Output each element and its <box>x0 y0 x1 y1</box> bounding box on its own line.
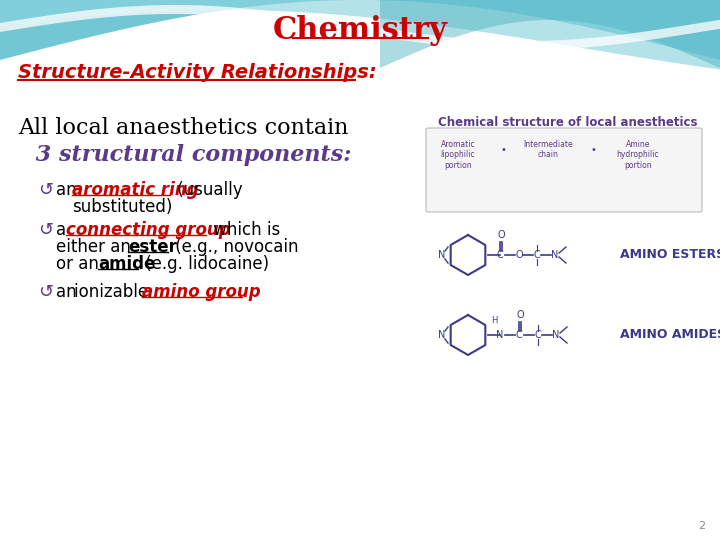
Polygon shape <box>0 0 720 60</box>
Text: ionizable: ionizable <box>74 283 153 301</box>
Text: N: N <box>552 330 559 340</box>
Text: N: N <box>552 250 559 260</box>
Text: AMINO AMIDES: AMINO AMIDES <box>620 328 720 341</box>
Polygon shape <box>0 0 720 70</box>
Text: ↺: ↺ <box>38 221 53 239</box>
Text: N: N <box>438 330 445 340</box>
Text: C: C <box>516 330 523 340</box>
Text: which is: which is <box>208 221 280 239</box>
Text: an: an <box>56 283 82 301</box>
Text: (usually: (usually <box>172 181 243 199</box>
Text: (e.g. lidocaine): (e.g. lidocaine) <box>140 255 269 273</box>
Text: either an: either an <box>56 238 136 256</box>
Text: 2: 2 <box>698 521 706 531</box>
Text: O: O <box>516 310 524 320</box>
Text: N: N <box>496 330 504 340</box>
Text: Chemistry: Chemistry <box>273 15 447 45</box>
Text: a: a <box>56 221 71 239</box>
FancyBboxPatch shape <box>426 128 702 212</box>
Text: H: H <box>491 316 498 325</box>
Text: connecting group: connecting group <box>66 221 230 239</box>
Text: aromatic ring: aromatic ring <box>72 181 199 199</box>
Text: Chemical structure of local anesthetics: Chemical structure of local anesthetics <box>438 116 698 129</box>
Text: Amine
hydrophilic
portion: Amine hydrophilic portion <box>617 140 660 170</box>
Text: •: • <box>500 145 506 155</box>
Text: amide: amide <box>98 255 156 273</box>
Text: N: N <box>438 250 445 260</box>
Text: AMINO ESTERS: AMINO ESTERS <box>620 248 720 261</box>
Text: C: C <box>497 250 503 260</box>
Text: ↺: ↺ <box>38 283 53 301</box>
Polygon shape <box>380 0 720 68</box>
Text: C: C <box>534 250 541 260</box>
Text: or an: or an <box>56 255 104 273</box>
Text: (e.g., novocain: (e.g., novocain <box>170 238 299 256</box>
Polygon shape <box>0 5 720 50</box>
Text: amino group: amino group <box>142 283 261 301</box>
Text: substituted): substituted) <box>72 198 172 216</box>
Text: ester: ester <box>128 238 177 256</box>
Text: Structure-Activity Relationships:: Structure-Activity Relationships: <box>18 63 377 82</box>
Text: Intermediate
chain: Intermediate chain <box>523 140 573 159</box>
Text: O: O <box>516 250 523 260</box>
Text: an: an <box>56 181 82 199</box>
Text: •: • <box>590 145 596 155</box>
Text: C: C <box>535 330 541 340</box>
Text: All local anaesthetics contain: All local anaesthetics contain <box>18 117 348 139</box>
Text: ↺: ↺ <box>38 181 53 199</box>
Text: 3 structural components:: 3 structural components: <box>28 144 351 166</box>
Text: O: O <box>498 230 505 240</box>
Text: Aromatic
lipophilic
portion: Aromatic lipophilic portion <box>441 140 475 170</box>
